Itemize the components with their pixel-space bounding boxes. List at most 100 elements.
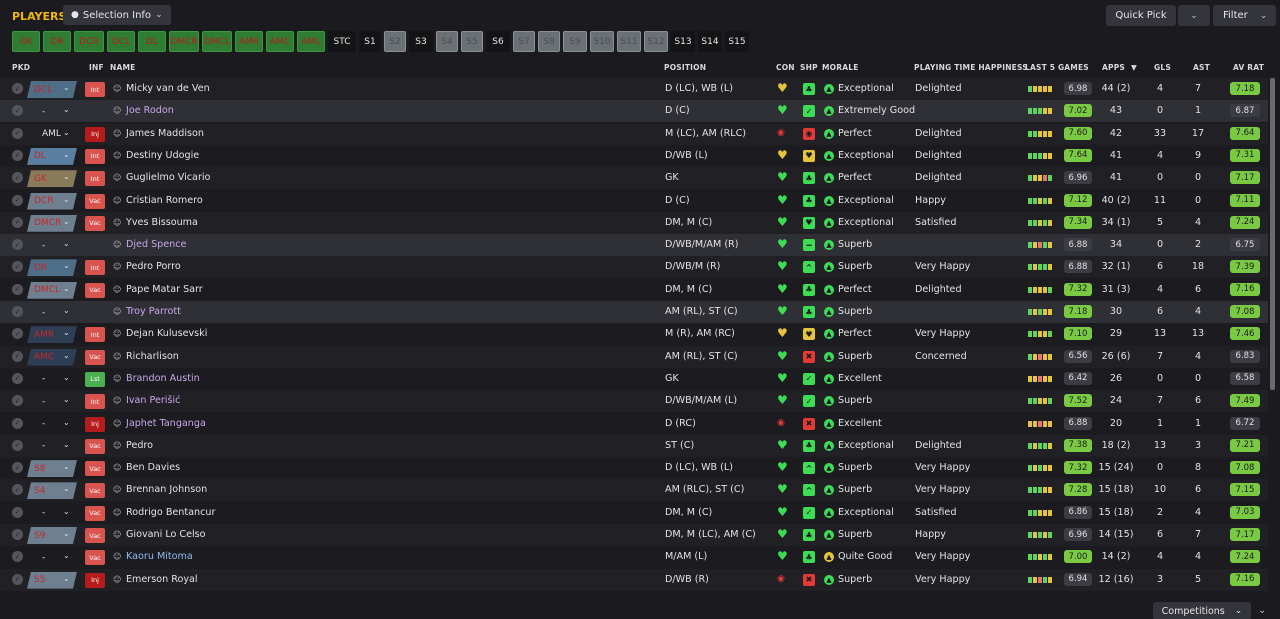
table-row[interactable]: ✓ AML ⌄ Inj ☺ James Maddison M (LC), AM (RLC) ◉… <box>0 122 1268 145</box>
table-row[interactable]: ✓ AMR ⌄ Int ☺ Dejan Kulusevski M (R), AM (RC) ♥… <box>0 323 1268 346</box>
picked-position-select[interactable]: - <box>42 396 46 407</box>
player-name-link[interactable]: Destiny Udogie <box>126 149 200 161</box>
player-name-link[interactable]: Brandon Austin <box>126 372 200 384</box>
position-chip-s11[interactable]: S11 <box>617 31 641 52</box>
table-row[interactable]: ✓ GK ⌄ Int ☺ Guglielmo Vicario GK ♥ ♣ ▲ Perfect Del… <box>0 167 1268 190</box>
player-name-link[interactable]: Ivan Perišić <box>126 395 181 407</box>
position-chip-s7[interactable]: S7 <box>513 31 535 52</box>
pick-checkbox[interactable]: ✓ <box>12 573 23 585</box>
player-name-link[interactable]: Troy Parrott <box>126 306 181 317</box>
position-chip-s3[interactable]: S3 <box>409 31 433 52</box>
table-row[interactable]: ✓ S8 ⌄ Vac ☺ Ben Davies D (LC), WB (L) ♥ ^ ▲ Super… <box>0 457 1268 480</box>
chevron-down-icon[interactable]: ⌄ <box>63 573 70 583</box>
pick-checkbox[interactable]: ✓ <box>12 127 23 139</box>
player-name-link[interactable]: Pape Matar Sarr <box>126 283 203 295</box>
col-name[interactable]: NAME <box>110 63 136 72</box>
picked-position-select[interactable]: GK <box>27 170 77 188</box>
player-name-link[interactable]: Cristian Romero <box>126 194 203 206</box>
chevron-down-icon[interactable]: ⌄ <box>63 172 70 182</box>
player-name-link[interactable]: Richarlison <box>126 350 179 362</box>
player-name-link[interactable]: Pedro Porro <box>126 261 181 273</box>
pick-checkbox[interactable]: ✓ <box>12 372 23 384</box>
scrollbar[interactable] <box>1270 78 1275 390</box>
position-chip-s5[interactable]: S5 <box>461 31 483 52</box>
col-inf[interactable]: INF <box>89 63 104 72</box>
table-row[interactable]: ✓ - ⌄ Vac ☺ Rodrigo Bentancur DM, M (C) ♥ ✓ ▲ Exce… <box>0 501 1268 524</box>
chevron-down-icon[interactable]: ⌄ <box>1258 605 1267 616</box>
pick-checkbox[interactable]: ✓ <box>12 239 23 251</box>
position-chip-s10[interactable]: S10 <box>590 31 614 52</box>
picked-position-select[interactable]: S5 <box>27 571 77 589</box>
table-row[interactable]: ✓ DL ⌄ Int ☺ Destiny Udogie D/WB (L) ♥ ♥ ▲ Excepti… <box>0 144 1268 167</box>
position-chip-gk[interactable]: GK <box>12 31 40 52</box>
picked-position-select[interactable]: AMC <box>27 348 77 366</box>
col-avrat[interactable]: AV RAT <box>1233 63 1265 72</box>
pick-checkbox[interactable]: ✓ <box>12 506 23 518</box>
player-name-link[interactable]: Kaoru Mitoma <box>126 551 193 563</box>
chevron-down-icon[interactable]: ⌄ <box>63 350 70 360</box>
picked-position-select[interactable]: - <box>42 552 46 563</box>
position-chip-dl[interactable]: DL <box>138 31 166 52</box>
chevron-down-icon[interactable]: ⌄ <box>63 239 70 249</box>
player-name-link[interactable]: Emerson Royal <box>126 573 198 585</box>
picked-position-select[interactable]: - <box>42 240 46 251</box>
pick-checkbox[interactable]: ✓ <box>12 83 23 94</box>
col-apps[interactable]: APPS <box>1102 63 1125 72</box>
table-row[interactable]: ✓ - ⌄ Lst ☺ Brandon Austin GK ♥ ✓ ▲ Excellent 6.42 2… <box>0 367 1268 390</box>
col-morale[interactable]: MORALE <box>822 63 859 72</box>
player-name-link[interactable]: Japhet Tanganga <box>126 417 206 429</box>
player-name-link[interactable]: Yves Bissouma <box>126 216 198 228</box>
player-name-link[interactable]: Giovani Lo Celso <box>126 529 206 540</box>
table-row[interactable]: ✓ DMCL ⌄ Vac ☺ Pape Matar Sarr DM, M (C) ♥ ♣ ▲ Per… <box>0 278 1268 301</box>
picked-position-select[interactable]: DMCR <box>27 214 77 232</box>
position-chip-s15[interactable]: S15 <box>725 31 749 52</box>
chevron-down-icon[interactable]: ⌄ <box>63 127 70 137</box>
chevron-down-icon[interactable]: ⌄ <box>63 328 70 338</box>
picked-position-select[interactable]: DMCL <box>27 281 77 299</box>
pick-checkbox[interactable]: ✓ <box>12 261 23 273</box>
pick-checkbox[interactable]: ✓ <box>12 529 23 540</box>
col-pth[interactable]: PLAYING TIME HAPPINESS <box>914 63 1028 72</box>
position-chip-s6[interactable]: S6 <box>486 31 510 52</box>
chevron-down-icon[interactable]: ⌄ <box>63 551 70 561</box>
chevron-down-icon[interactable]: ⌄ <box>63 261 70 271</box>
competitions-button[interactable]: Competitions ⌄ <box>1153 602 1251 619</box>
player-name-link[interactable]: Micky van de Ven <box>126 83 210 94</box>
pick-checkbox[interactable]: ✓ <box>12 216 23 228</box>
picked-position-select[interactable]: S8 <box>27 460 77 478</box>
picked-position-select[interactable]: - <box>42 106 46 117</box>
player-name-link[interactable]: Brennan Johnson <box>126 484 208 496</box>
table-row[interactable]: ✓ DCR ⌄ Vac ☺ Cristian Romero D (C) ♥ ♣ ▲ Exceptio… <box>0 189 1268 212</box>
table-row[interactable]: ✓ - ⌄ ☺ Joe Rodon D (C) ♥ ✓ ▲ Extremely Good 7.02 4… <box>0 100 1268 123</box>
picked-position-select[interactable]: - <box>42 441 46 452</box>
position-chip-stc[interactable]: STC <box>328 31 356 52</box>
chevron-down-icon[interactable]: ⌄ <box>63 283 70 293</box>
chevron-down-icon[interactable]: ⌄ <box>63 506 70 516</box>
position-chip-s2[interactable]: S2 <box>384 31 406 52</box>
pick-checkbox[interactable]: ✓ <box>12 462 23 474</box>
chevron-down-icon[interactable]: ⌄ <box>63 372 70 382</box>
pick-checkbox[interactable]: ✓ <box>12 105 23 117</box>
player-name-link[interactable]: Joe Rodon <box>126 105 174 117</box>
chevron-down-icon[interactable]: ⌄ <box>63 439 70 449</box>
position-chip-s14[interactable]: S14 <box>698 31 722 52</box>
table-row[interactable]: ✓ S5 ⌄ Inj ☺ Emerson Royal D/WB (R) ◉ ✖ ▲ Superb Ve… <box>0 568 1268 591</box>
picked-position-select[interactable]: AML <box>42 129 61 140</box>
chevron-down-icon[interactable]: ⌄ <box>63 462 70 472</box>
position-chip-amc[interactable]: AMC <box>266 31 294 52</box>
chevron-down-icon[interactable]: ⌄ <box>63 529 70 538</box>
player-name-link[interactable]: Rodrigo Bentancur <box>126 506 216 518</box>
position-chip-dcr[interactable]: DCR <box>74 31 104 52</box>
selection-info-button[interactable]: ● Selection Info ⌄ <box>63 5 171 25</box>
pick-checkbox[interactable]: ✓ <box>12 328 23 340</box>
picked-position-select[interactable]: DCR <box>27 192 77 210</box>
player-name-link[interactable]: Djed Spence <box>126 239 187 251</box>
picked-position-select[interactable]: AMR <box>27 326 77 344</box>
picked-position-select[interactable]: DR <box>27 259 77 277</box>
pick-checkbox[interactable]: ✓ <box>12 484 23 496</box>
col-position[interactable]: POSITION <box>664 63 707 72</box>
picked-position-select[interactable]: DL <box>27 147 77 165</box>
pick-checkbox[interactable]: ✓ <box>12 172 23 184</box>
player-name-link[interactable]: James Maddison <box>126 127 204 139</box>
position-chip-aml[interactable]: AML <box>297 31 325 52</box>
